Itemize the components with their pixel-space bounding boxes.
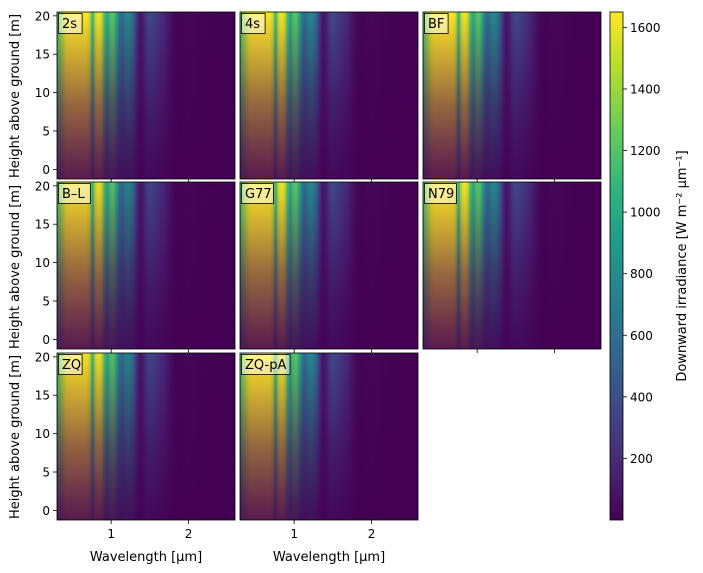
colorbar-tick-label: 1000 [630,206,661,220]
panel-label: G77 [241,183,274,204]
panel-label: ZQ [58,354,83,375]
panel-label-text: ZQ-pA [245,358,286,373]
x-axis-label-col2: Wavelength [μm] [273,550,385,565]
y-tick-label: 5 [42,466,50,480]
colorbar-tick-label: 200 [630,452,653,466]
panel-frame [422,181,602,350]
colorbar-tick-label: 1600 [630,21,661,35]
x-tick-label: 2 [368,527,376,541]
y-tick-label: 15 [35,389,50,403]
colorbar-tick-label: 800 [630,267,653,281]
panel-label-text: B–L [62,187,85,202]
y-tick-label: 10 [35,256,50,270]
panel-label-text: N79 [428,187,454,202]
panel-label: B–L [58,183,91,204]
panel-frame [56,352,236,521]
panel-G77: G77 [239,181,419,353]
heatmap-field [57,353,235,520]
x-tick-label: 1 [290,527,298,541]
panel-frame [239,11,419,180]
y-tick-label: 15 [35,48,50,62]
heatmap-field [240,182,418,349]
panel-label: N79 [424,183,457,204]
panel-BF: BF [422,11,602,183]
y-tick-label: 10 [35,86,50,100]
x-tick-label: 1 [107,527,115,541]
y-tick-label: 5 [42,295,50,309]
colorbar-tick-label: 1400 [630,82,661,96]
panel-ZQ-pA: ZQ-pA 1 2 [239,352,419,541]
panel-label-text: BF [428,17,444,32]
colorbar-label: Downward irradiance [W m⁻² μm⁻¹] [675,150,690,381]
panel-label: 4s [241,13,266,34]
panel-4s: 4s [239,11,419,183]
panel-label-text: 2s [62,17,77,32]
heatmap-field [57,12,235,179]
colorbar-tick-label: 1200 [630,144,661,158]
panel-label-text: ZQ [62,358,81,373]
y-tick-label: 20 [35,179,50,193]
panel-frame [56,11,236,180]
heatmap-field [240,12,418,179]
colorbar-gradient [609,11,624,521]
panel-N79: N79 [422,181,602,353]
y-tick-label: 0 [42,333,50,347]
y-tick-label: 0 [42,504,50,518]
y-tick-label: 0 [42,163,50,177]
heatmap-field [240,353,418,520]
panel-frame [239,352,419,521]
heatmap-field [423,12,601,179]
panel-label: BF [424,13,449,34]
heatmap-field [423,182,601,349]
panel-label-text: G77 [245,187,272,202]
x-axis-label-col1: Wavelength [μm] [90,550,202,565]
y-axis-label-row1: Height above ground [m] [8,14,23,178]
y-tick-label: 20 [35,350,50,364]
panel-frame [239,181,419,350]
y-axis-label-row3: Height above ground [m] [8,355,23,519]
colorbar-tick-label: 600 [630,329,653,343]
x-tick-label: 2 [185,527,193,541]
panel-frame [422,11,602,180]
y-axis-label-row2: Height above ground [m] [8,185,23,349]
axis-labels: Height above ground [m] Height above gro… [8,14,385,565]
panel-label: 2s [58,13,83,34]
y-tick-label: 20 [35,9,50,23]
y-tick-label: 15 [35,218,50,232]
panel-B–L: B–L 0 5 10 15 20 [35,179,236,353]
panel-frame [56,181,236,350]
panel-label: ZQ-pA [241,354,291,375]
y-tick-label: 10 [35,427,50,441]
panel-label-text: 4s [245,17,260,32]
colorbar: 200 400 600 800 1000 1200 1400 1600 [609,11,661,521]
heatmap-field [57,182,235,349]
panel-2s: 2s 0 5 10 15 20 [35,9,236,183]
y-tick-label: 5 [42,125,50,139]
colorbar-tick-label: 400 [630,390,653,404]
